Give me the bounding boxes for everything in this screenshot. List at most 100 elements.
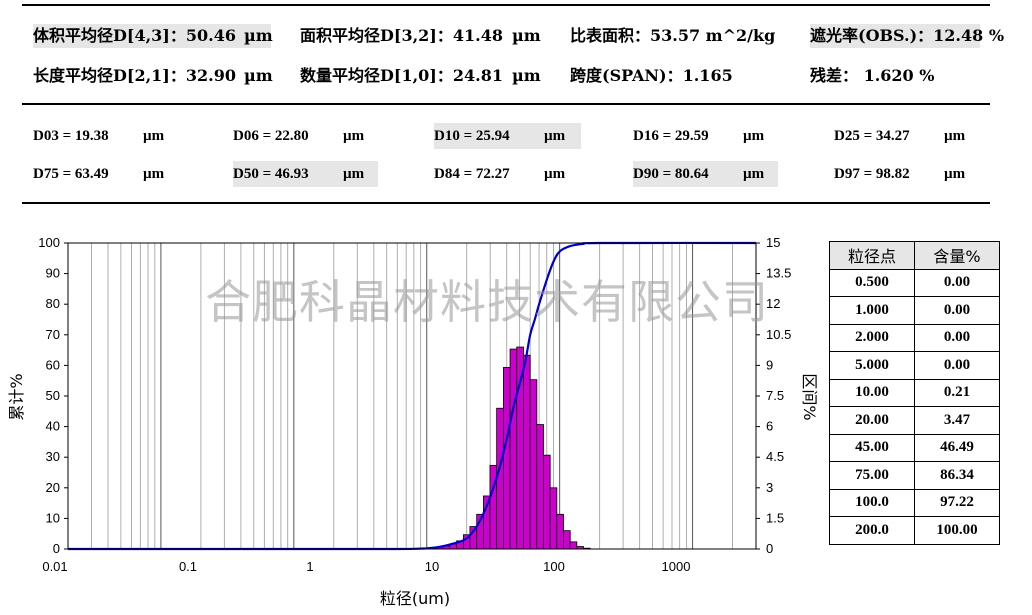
left-tick-label: 40	[46, 419, 60, 434]
d16-label: D16 = 29.59	[633, 128, 709, 144]
left-tick-label: 30	[46, 449, 60, 464]
grid	[91, 243, 733, 549]
content-cell: 0.00	[914, 268, 1000, 297]
d03-value: D03 = 19.38 µm	[33, 123, 178, 149]
x-tick-label: 0.1	[179, 559, 197, 574]
left-tick-label: 90	[46, 266, 60, 281]
d03-unit: µm	[143, 128, 165, 144]
area-mean-unit: µm	[512, 26, 541, 45]
residual: 残差： 1.620 %	[810, 64, 934, 88]
table-row: 5.000 0.00	[829, 351, 1000, 380]
content-cell: 86.34	[914, 461, 1000, 490]
lower-rule	[22, 202, 990, 204]
content-cell: 0.00	[914, 296, 1000, 325]
size-cell: 0.500	[829, 268, 915, 297]
span-label: 跨度(SPAN)：1.165	[570, 66, 733, 85]
right-tick-label: 3	[766, 480, 773, 495]
d90-unit: µm	[743, 166, 765, 182]
right-tick-label: 10.5	[766, 327, 791, 342]
x-tick-label: 1	[306, 559, 313, 574]
histogram-bar	[549, 487, 558, 550]
x-tick-label: 1000	[662, 559, 691, 574]
top-rule	[22, 4, 990, 6]
size-cell: 5.000	[829, 351, 915, 380]
table-header-row: 粒径点 含量%	[829, 241, 1000, 270]
d25-unit: µm	[944, 128, 966, 144]
d90-value: D90 = 80.64 µm	[633, 161, 778, 187]
size-point-table: 粒径点 含量% 0.500 0.00 1.000 0.00 2.000 0.00 5.…	[829, 241, 1000, 545]
left-tick-label: 100	[38, 235, 60, 250]
histogram-bar	[563, 530, 571, 550]
content-cell: 46.49	[914, 433, 1000, 462]
content-cell: 100.00	[914, 516, 1000, 545]
plot-area	[68, 243, 756, 549]
size-cell: 200.0	[829, 516, 915, 545]
histogram-bar	[529, 379, 538, 550]
residual-label: 残差： 1.620 %	[810, 66, 935, 85]
left-tick-label: 60	[46, 357, 60, 372]
area-mean-label: 面积平均径D[3,2]：41.48	[300, 26, 503, 45]
table-row: 0.500 0.00	[829, 268, 1000, 297]
obscuration-label: 遮光率(OBS.)：12.48 %	[810, 26, 1005, 45]
d25-label: D25 = 34.27	[834, 128, 910, 144]
right-tick-label: 1.5	[766, 510, 784, 525]
table-row: 1.000 0.00	[829, 296, 1000, 325]
right-axis-ticks: 0 1.5 3 4.5 6 7.5 9 10.5 12 13.5 15	[756, 235, 791, 556]
table-row: 45.00 46.49	[829, 433, 1000, 462]
table-row: 75.00 86.34	[829, 461, 1000, 490]
middle-rule	[22, 103, 990, 105]
d06-value: D06 = 22.80 µm	[233, 123, 378, 149]
table-row: 200.0 100.00	[829, 516, 1000, 545]
d97-label: D97 = 98.82	[834, 166, 910, 182]
d10-label: D10 = 25.94	[434, 128, 510, 144]
d75-value: D75 = 63.49 µm	[33, 161, 178, 187]
content-cell: 0.00	[914, 351, 1000, 380]
d97-value: D97 = 98.82 µm	[834, 161, 979, 187]
size-cell: 2.000	[829, 323, 915, 352]
d10-unit: µm	[544, 128, 566, 144]
d75-label: D75 = 63.49	[33, 166, 109, 182]
d90-label: D90 = 80.64	[633, 166, 709, 182]
histogram-bar	[542, 454, 551, 550]
d84-value: D84 = 72.27 µm	[434, 161, 579, 187]
d50-value: D50 = 46.93 µm	[233, 161, 378, 187]
content-cell: 97.22	[914, 488, 1000, 517]
left-tick-label: 50	[46, 388, 60, 403]
histogram-bar	[523, 354, 531, 550]
left-tick-label: 70	[46, 327, 60, 342]
histogram-bar	[502, 367, 511, 550]
number-mean-label: 数量平均径D[1,0]：24.81	[300, 66, 503, 85]
specific-surface-area: 比表面积：53.57 m^2/kg	[570, 24, 775, 48]
d50-unit: µm	[343, 166, 365, 182]
right-tick-label: 7.5	[766, 388, 784, 403]
table-row: 100.0 97.22	[829, 488, 1000, 517]
specific-surface-label: 比表面积：53.57 m^2/kg	[570, 26, 776, 45]
volume-mean-unit: µm	[244, 26, 273, 45]
histogram-bar	[496, 407, 504, 550]
left-tick-label: 10	[46, 510, 60, 525]
x-tick-label: 100	[543, 559, 565, 574]
d75-unit: µm	[143, 166, 165, 182]
left-tick-label: 20	[46, 480, 60, 495]
left-tick-label: 0	[53, 541, 60, 556]
obscuration: 遮光率(OBS.)：12.48 %	[810, 24, 1004, 48]
table-row: 2.000 0.00	[829, 323, 1000, 352]
right-tick-label: 9	[766, 357, 773, 372]
d84-unit: µm	[544, 166, 566, 182]
number-mean-diameter: 数量平均径D[1,0]：24.81 µm	[300, 64, 541, 88]
d03-label: D03 = 19.38	[33, 128, 109, 144]
area-mean-diameter: 面积平均径D[3,2]：41.48 µm	[300, 24, 541, 48]
content-cell: 0.00	[914, 323, 1000, 352]
right-tick-label: 6	[766, 419, 773, 434]
length-mean-label: 长度平均径D[2,1]：32.90	[33, 66, 236, 85]
size-cell: 20.00	[829, 406, 915, 435]
table-row: 20.00 3.47	[829, 406, 1000, 435]
size-cell: 1.000	[829, 296, 915, 325]
length-mean-diameter: 长度平均径D[2,1]：32.90 µm	[33, 64, 273, 88]
left-axis-ticks: 0 10 20 30 40 50 60 70 80 90 100	[38, 235, 68, 556]
volume-mean-label: 体积平均径D[4,3]：50.46	[33, 26, 236, 45]
d97-unit: µm	[944, 166, 966, 182]
number-mean-unit: µm	[512, 66, 541, 85]
particle-size-chart: 0 10 20 30 40 50 60 70 80 90 100 0 1.5 3 4.5 6 7.5 9 10.5…	[7, 235, 819, 608]
histogram-bar	[556, 513, 564, 550]
